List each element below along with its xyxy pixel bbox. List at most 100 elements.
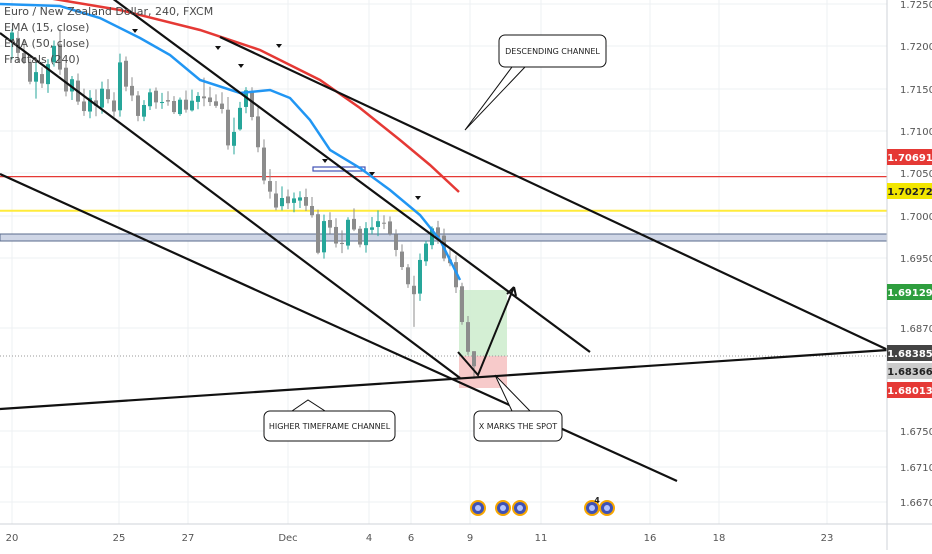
event-badge[interactable] bbox=[512, 500, 528, 516]
candle-body bbox=[70, 79, 74, 92]
callout-box bbox=[263, 410, 396, 442]
candle bbox=[424, 240, 428, 266]
candle-body bbox=[250, 92, 254, 117]
candle bbox=[394, 229, 398, 257]
candle-body bbox=[94, 100, 98, 106]
candle-body bbox=[232, 131, 236, 146]
candle-body bbox=[190, 100, 194, 111]
candle-body bbox=[322, 221, 326, 253]
y-tick-label: 1.70000 bbox=[900, 212, 932, 223]
price-tag-label: 1.68385 bbox=[887, 349, 932, 360]
candle bbox=[106, 79, 110, 104]
candle bbox=[82, 88, 86, 116]
x-tick-label: Dec bbox=[278, 533, 297, 544]
price-tag-label: 1.68366 bbox=[887, 367, 932, 378]
candle-body bbox=[292, 198, 296, 203]
legend-fractals[interactable]: Fractals (240) bbox=[4, 53, 80, 66]
candle bbox=[460, 282, 464, 325]
candle-body bbox=[430, 228, 434, 246]
candle bbox=[472, 351, 476, 379]
candle-body bbox=[100, 88, 104, 108]
chart-legend: Euro / New Zealand Dollar, 240, FXCM EMA… bbox=[4, 4, 213, 68]
candle bbox=[226, 97, 230, 150]
event-badge[interactable] bbox=[584, 500, 600, 516]
candle-body bbox=[166, 100, 170, 102]
y-tick-label: 1.71000 bbox=[900, 127, 932, 138]
candle-body bbox=[136, 95, 140, 116]
legend-ema50[interactable]: EMA (50, close) bbox=[4, 37, 90, 50]
candle bbox=[346, 217, 350, 250]
candle-body bbox=[160, 101, 164, 104]
event-badge[interactable] bbox=[495, 500, 511, 516]
legend-ema15[interactable]: EMA (15, close) bbox=[4, 21, 90, 34]
event-badge[interactable] bbox=[599, 500, 615, 516]
x-tick-label: 6 bbox=[408, 533, 414, 544]
callout-text: HIGHER TIMEFRAME CHANNEL bbox=[269, 422, 391, 431]
callout-box bbox=[473, 410, 563, 442]
ema50-line bbox=[52, 0, 460, 193]
y-tick-label: 1.67100 bbox=[900, 463, 932, 474]
candle bbox=[88, 90, 92, 119]
candle bbox=[190, 89, 194, 112]
price-tag-1.70691: 1.70691 bbox=[887, 149, 932, 165]
candle bbox=[358, 225, 362, 248]
moving-averages bbox=[0, 0, 462, 281]
candle-body bbox=[208, 97, 212, 103]
descending-channel-upper bbox=[112, 0, 591, 353]
x-tick-label: 27 bbox=[182, 533, 195, 544]
candle bbox=[40, 67, 44, 88]
candle bbox=[352, 208, 356, 232]
price-tag-bg bbox=[887, 345, 932, 361]
candle-body bbox=[34, 72, 38, 82]
event-badge-dot bbox=[604, 505, 610, 511]
candle bbox=[262, 139, 266, 185]
candle bbox=[310, 197, 314, 218]
price-tag-label: 1.68013 bbox=[887, 386, 932, 397]
event-badge[interactable] bbox=[470, 500, 486, 516]
candle-body bbox=[316, 214, 320, 253]
chart-title[interactable]: Euro / New Zealand Dollar, 240, FXCM bbox=[4, 5, 214, 18]
x-tick-label: 23 bbox=[821, 533, 834, 544]
candle-body bbox=[364, 228, 368, 246]
candle bbox=[412, 275, 416, 327]
y-tick-label: 1.66700 bbox=[900, 498, 932, 509]
candle bbox=[196, 92, 200, 110]
candle bbox=[160, 92, 164, 109]
higher-timeframe-upper bbox=[0, 172, 678, 483]
candle-body bbox=[358, 228, 362, 245]
y-tick-label: 1.67500 bbox=[900, 427, 932, 438]
candle-body bbox=[346, 219, 350, 246]
y-tick-label: 1.72500 bbox=[900, 0, 932, 11]
price-tag-1.68366: 1.68366 bbox=[887, 363, 932, 379]
candle bbox=[370, 217, 374, 235]
candle-body bbox=[424, 243, 428, 262]
candle bbox=[292, 192, 296, 213]
candle-body bbox=[472, 351, 476, 367]
candle-body bbox=[226, 109, 230, 146]
candle-body bbox=[64, 67, 68, 92]
trade-path-arrow bbox=[457, 286, 515, 377]
candle-body bbox=[10, 32, 14, 41]
fractal-up-marker bbox=[238, 64, 244, 68]
candle-body bbox=[406, 267, 410, 285]
fractal-up-marker bbox=[322, 159, 328, 163]
event-badge-dot bbox=[589, 505, 595, 511]
candle-body bbox=[46, 64, 50, 85]
candle-body bbox=[280, 197, 284, 207]
candle bbox=[418, 253, 422, 301]
candle-body bbox=[304, 197, 308, 206]
callout-2: X MARKS THE SPOT bbox=[473, 374, 563, 442]
candle bbox=[52, 40, 56, 67]
x-tick-label: 20 bbox=[6, 533, 19, 544]
candle bbox=[94, 89, 98, 117]
candle-body bbox=[298, 197, 302, 201]
candle-body bbox=[418, 259, 422, 294]
event-badges[interactable]: 4 bbox=[470, 496, 615, 516]
candle bbox=[34, 60, 38, 99]
candle bbox=[184, 90, 188, 113]
candle-body bbox=[106, 89, 110, 100]
candle-body bbox=[22, 53, 26, 63]
